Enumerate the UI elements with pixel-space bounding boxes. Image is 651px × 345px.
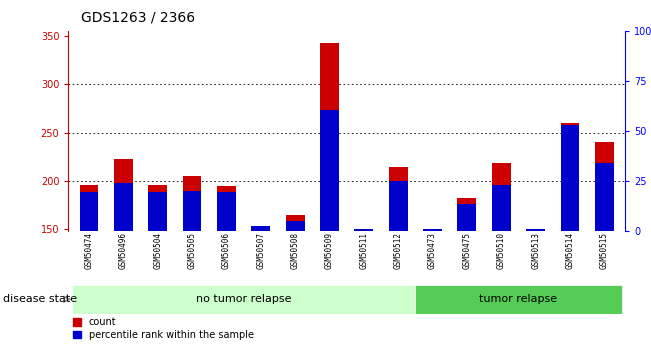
Bar [389,181,408,231]
Bar [526,229,545,231]
Text: GSM50475: GSM50475 [462,232,471,269]
Bar [182,176,202,231]
Bar [217,193,236,231]
Bar [251,226,270,231]
Text: GSM50513: GSM50513 [531,232,540,269]
Bar [561,125,579,231]
Bar [286,215,305,231]
Bar [79,185,98,231]
Bar [320,110,339,231]
Bar [114,159,133,231]
Bar [148,193,167,231]
Text: GSM50508: GSM50508 [290,232,299,269]
Text: GSM50509: GSM50509 [325,232,334,269]
Bar [595,164,614,231]
Text: GSM50511: GSM50511 [359,232,368,269]
Text: GSM50507: GSM50507 [256,232,265,269]
Bar [251,229,270,231]
Bar [561,123,579,231]
Text: GSM50510: GSM50510 [497,232,506,269]
Text: GSM50473: GSM50473 [428,232,437,269]
Text: tumor relapse: tumor relapse [479,294,557,304]
Bar [72,285,415,314]
Text: disease state: disease state [3,294,77,304]
Text: GDS1263 / 2366: GDS1263 / 2366 [81,10,195,24]
Bar [217,186,236,231]
Bar [114,183,133,231]
Bar [182,190,202,231]
Bar [492,164,511,231]
Bar [458,198,477,231]
Text: GSM50515: GSM50515 [600,232,609,269]
Text: no tumor relapse: no tumor relapse [196,294,292,304]
Bar [320,43,339,231]
Text: GSM50504: GSM50504 [153,232,162,269]
Text: GSM50496: GSM50496 [119,232,128,269]
Text: GSM50474: GSM50474 [85,232,94,269]
Bar [423,229,442,231]
Text: GSM50505: GSM50505 [187,232,197,269]
Text: GSM50514: GSM50514 [566,232,574,269]
Text: GSM50506: GSM50506 [222,232,231,269]
Bar [354,229,373,231]
Bar [492,185,511,231]
Bar [526,229,545,231]
Bar [458,204,477,231]
Text: GSM50512: GSM50512 [394,232,403,269]
Bar [423,229,442,231]
Bar [79,193,98,231]
Bar [148,185,167,231]
Bar [415,285,622,314]
Bar [389,167,408,231]
Legend: count, percentile rank within the sample: count, percentile rank within the sample [73,317,254,340]
Bar [354,229,373,231]
Bar [595,142,614,231]
Bar [286,221,305,231]
